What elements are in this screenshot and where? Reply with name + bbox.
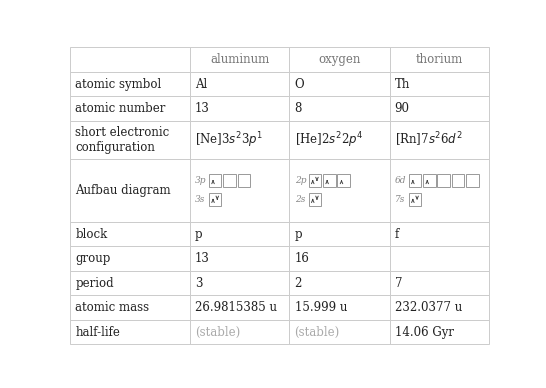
Bar bbox=[452, 174, 465, 187]
Text: group: group bbox=[75, 252, 111, 265]
Bar bbox=[190, 121, 289, 159]
Bar bbox=[408, 193, 422, 206]
Bar bbox=[70, 222, 190, 246]
Bar bbox=[190, 47, 289, 72]
Text: 15.999 u: 15.999 u bbox=[294, 301, 347, 314]
Bar bbox=[70, 271, 190, 295]
Text: p: p bbox=[195, 228, 203, 241]
Bar bbox=[289, 97, 390, 121]
Bar bbox=[70, 246, 190, 271]
Bar bbox=[390, 246, 489, 271]
Bar bbox=[390, 159, 489, 222]
Bar bbox=[323, 174, 336, 187]
Text: block: block bbox=[75, 228, 108, 241]
Text: 7s: 7s bbox=[395, 195, 406, 204]
Text: 2s: 2s bbox=[295, 195, 305, 204]
Bar bbox=[70, 72, 190, 97]
Bar bbox=[390, 222, 489, 246]
Text: half-life: half-life bbox=[75, 326, 120, 339]
Bar bbox=[223, 174, 236, 187]
Text: period: period bbox=[75, 277, 114, 290]
Text: 8: 8 bbox=[294, 102, 302, 115]
Bar bbox=[190, 72, 289, 97]
Bar bbox=[390, 271, 489, 295]
Bar bbox=[408, 174, 422, 187]
Text: 2: 2 bbox=[294, 277, 302, 290]
Bar bbox=[308, 193, 321, 206]
Text: 90: 90 bbox=[395, 102, 410, 115]
Text: aluminum: aluminum bbox=[210, 53, 269, 66]
Text: 2p: 2p bbox=[295, 176, 306, 185]
Text: 7: 7 bbox=[395, 277, 402, 290]
Bar bbox=[289, 47, 390, 72]
Bar bbox=[437, 174, 450, 187]
Text: atomic number: atomic number bbox=[75, 102, 166, 115]
Bar bbox=[238, 174, 250, 187]
Bar bbox=[390, 47, 489, 72]
Text: 13: 13 bbox=[195, 102, 210, 115]
Bar bbox=[390, 320, 489, 345]
Bar bbox=[289, 222, 390, 246]
Bar bbox=[289, 159, 390, 222]
Bar bbox=[70, 159, 190, 222]
Bar bbox=[190, 97, 289, 121]
Text: Al: Al bbox=[195, 78, 207, 91]
Text: p: p bbox=[294, 228, 302, 241]
Text: short electronic
configuration: short electronic configuration bbox=[75, 126, 170, 154]
Bar bbox=[289, 320, 390, 345]
Text: 3s: 3s bbox=[195, 195, 206, 204]
Bar bbox=[70, 97, 190, 121]
Bar bbox=[308, 174, 321, 187]
Text: 26.9815385 u: 26.9815385 u bbox=[195, 301, 277, 314]
Bar bbox=[289, 72, 390, 97]
Text: 16: 16 bbox=[294, 252, 310, 265]
Bar bbox=[289, 121, 390, 159]
Text: Aufbau diagram: Aufbau diagram bbox=[75, 184, 171, 197]
Bar bbox=[390, 295, 489, 320]
Bar bbox=[190, 295, 289, 320]
Bar bbox=[390, 121, 489, 159]
Bar bbox=[390, 72, 489, 97]
Text: (stable): (stable) bbox=[294, 326, 340, 339]
Bar bbox=[70, 295, 190, 320]
Bar bbox=[70, 121, 190, 159]
Bar bbox=[289, 271, 390, 295]
Bar bbox=[70, 320, 190, 345]
Text: 3: 3 bbox=[195, 277, 203, 290]
Bar bbox=[190, 320, 289, 345]
Bar bbox=[466, 174, 479, 187]
Bar bbox=[423, 174, 436, 187]
Bar bbox=[390, 97, 489, 121]
Text: atomic symbol: atomic symbol bbox=[75, 78, 162, 91]
Bar bbox=[190, 159, 289, 222]
Bar bbox=[209, 174, 222, 187]
Bar bbox=[190, 222, 289, 246]
Text: thorium: thorium bbox=[416, 53, 463, 66]
Text: [Ne]3$s^2$3$p^1$: [Ne]3$s^2$3$p^1$ bbox=[195, 130, 263, 150]
Bar bbox=[289, 246, 390, 271]
Bar bbox=[209, 193, 222, 206]
Text: atomic mass: atomic mass bbox=[75, 301, 150, 314]
Bar bbox=[190, 271, 289, 295]
Text: 232.0377 u: 232.0377 u bbox=[395, 301, 462, 314]
Text: 3p: 3p bbox=[195, 176, 207, 185]
Text: Th: Th bbox=[395, 78, 410, 91]
Text: oxygen: oxygen bbox=[318, 53, 361, 66]
Bar bbox=[289, 295, 390, 320]
Text: 6d: 6d bbox=[395, 176, 407, 185]
Text: 14.06 Gyr: 14.06 Gyr bbox=[395, 326, 454, 339]
Text: (stable): (stable) bbox=[195, 326, 240, 339]
Bar bbox=[337, 174, 350, 187]
Text: 13: 13 bbox=[195, 252, 210, 265]
Text: f: f bbox=[395, 228, 399, 241]
Bar bbox=[70, 47, 190, 72]
Text: [Rn]7$s^2$6$d^2$: [Rn]7$s^2$6$d^2$ bbox=[395, 131, 462, 149]
Bar bbox=[190, 246, 289, 271]
Text: O: O bbox=[294, 78, 304, 91]
Text: [He]2$s^2$2$p^4$: [He]2$s^2$2$p^4$ bbox=[294, 130, 363, 150]
